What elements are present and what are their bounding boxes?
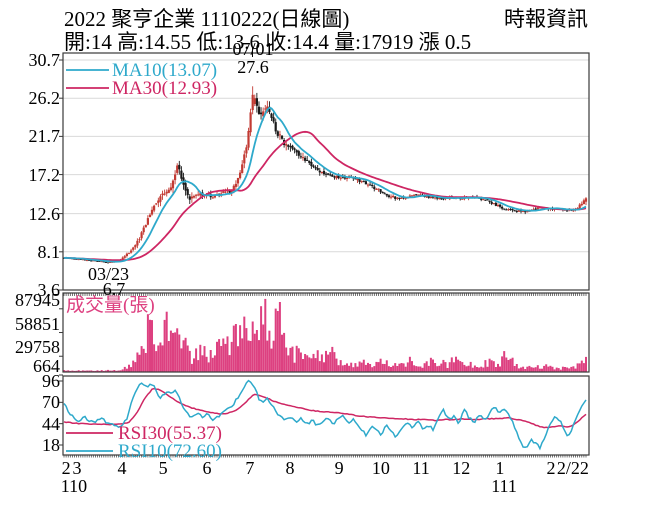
- trough-date-annotation: 03/23: [88, 264, 130, 284]
- x-axis-month-label: 6: [202, 458, 212, 478]
- x-axis-year-label: 110: [60, 476, 88, 496]
- x-axis-month-label: 9: [334, 458, 344, 478]
- x-axis-month-label: 8: [285, 458, 295, 478]
- x-axis-month-label: 10: [371, 458, 390, 478]
- x-axis-month-label: 2/22: [556, 458, 589, 478]
- ma30-legend-label: MA30(12.93): [112, 78, 218, 99]
- x-axis-month-label: 4: [117, 458, 127, 478]
- price-axis-label: 12.6: [28, 203, 61, 224]
- price-axis-label: 26.2: [28, 88, 61, 109]
- price-axis-label: 21.7: [28, 126, 61, 147]
- volume-axis-label: 29758: [15, 337, 60, 358]
- price-axis-label: 3.6: [37, 280, 61, 300]
- peak-price-annotation: 27.6: [237, 57, 269, 77]
- price-axis-label: 30.7: [28, 50, 61, 70]
- price-axis-label: 17.2: [28, 164, 61, 185]
- volume-axis-label: 58851: [15, 313, 60, 334]
- volume-axis-label: 87945: [15, 289, 60, 310]
- x-axis-month-label: 2: [61, 458, 71, 478]
- price-axis-label: 8.1: [37, 241, 61, 262]
- ma10-legend-label: MA10(13.07): [112, 60, 218, 81]
- x-axis-month-label: 12: [452, 458, 471, 478]
- rsi-axis-label: 18: [42, 434, 60, 455]
- rsi10-legend-label: RSI10(72.60): [118, 441, 222, 462]
- x-axis-month-label: 2: [546, 458, 556, 478]
- trough-price-annotation: 6.7: [102, 279, 126, 299]
- x-axis-year-label: 111: [491, 476, 517, 496]
- x-axis-month-label: 7: [245, 458, 255, 478]
- x-axis-month-label: 3: [72, 458, 82, 478]
- peak-date-annotation: 07/01: [232, 39, 274, 59]
- chart-title: 2022 聚亨企業 1110222(日線圖): [64, 7, 350, 31]
- x-axis-month-label: 1: [495, 458, 505, 478]
- rsi-axis-label: 96: [42, 371, 60, 391]
- data-source-label: 時報資訊: [504, 7, 588, 31]
- volume-axis-label: 664: [33, 356, 60, 376]
- rsi-axis-label: 70: [42, 392, 60, 413]
- x-axis-month-label: 5: [158, 458, 168, 478]
- rsi-axis-label: 44: [42, 413, 60, 434]
- volume-panel-label: 成交量(張): [66, 295, 155, 316]
- rsi30-legend-label: RSI30(55.37): [118, 423, 222, 444]
- ohlc-quote-line: 開:14 高:14.55 低:13.6 收:14.4 量:17919 漲 0.5: [64, 30, 472, 54]
- x-axis-month-label: 11: [412, 458, 430, 478]
